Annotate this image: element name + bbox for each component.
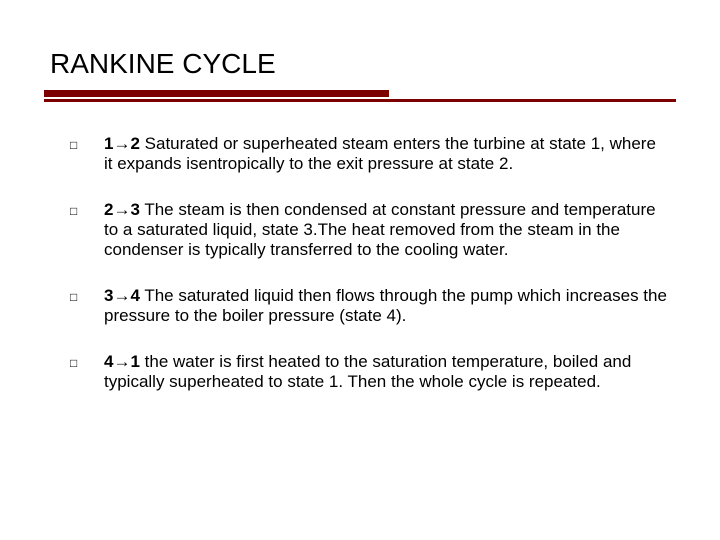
bullet-icon: □ bbox=[70, 286, 104, 326]
item-body: The steam is then condensed at constant … bbox=[104, 200, 656, 259]
bullet-icon: □ bbox=[70, 352, 104, 392]
item-lead: 1→2 bbox=[104, 134, 140, 153]
rule-thick bbox=[44, 90, 389, 97]
item-lead: 3→4 bbox=[104, 286, 140, 305]
item-text: 1→2 Saturated or superheated steam enter… bbox=[104, 134, 668, 174]
list-item: □ 3→4 The saturated liquid then flows th… bbox=[70, 286, 668, 326]
list-item: □ 2→3 The steam is then condensed at con… bbox=[70, 200, 668, 260]
title-rule bbox=[44, 90, 676, 102]
item-body: Saturated or superheated steam enters th… bbox=[104, 134, 656, 173]
slide: RANKINE CYCLE □ 1→2 Saturated or superhe… bbox=[0, 0, 720, 540]
list-item: □ 1→2 Saturated or superheated steam ent… bbox=[70, 134, 668, 174]
item-body: the water is first heated to the saturat… bbox=[104, 352, 631, 391]
item-lead: 2→3 bbox=[104, 200, 140, 219]
page-title: RANKINE CYCLE bbox=[44, 48, 676, 80]
item-text: 2→3 The steam is then condensed at const… bbox=[104, 200, 668, 260]
list-item: □ 4→1 the water is first heated to the s… bbox=[70, 352, 668, 392]
item-text: 3→4 The saturated liquid then flows thro… bbox=[104, 286, 668, 326]
item-body: The saturated liquid then flows through … bbox=[104, 286, 667, 325]
content-area: □ 1→2 Saturated or superheated steam ent… bbox=[44, 132, 676, 392]
rule-thin bbox=[44, 99, 676, 102]
bullet-icon: □ bbox=[70, 134, 104, 174]
bullet-icon: □ bbox=[70, 200, 104, 260]
item-lead: 4→1 bbox=[104, 352, 140, 371]
item-text: 4→1 the water is first heated to the sat… bbox=[104, 352, 668, 392]
